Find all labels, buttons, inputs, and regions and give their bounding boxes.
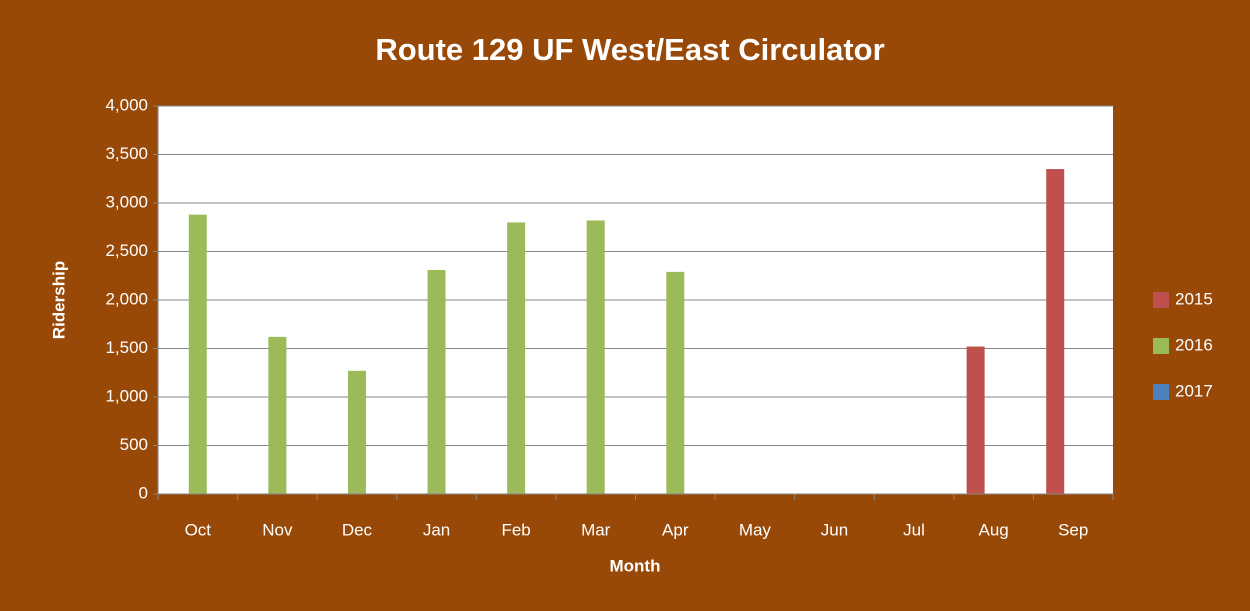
bar: [188, 214, 207, 494]
legend-swatch: [1153, 292, 1169, 308]
legend-label: 2017: [1175, 381, 1213, 400]
x-tick-label: Mar: [581, 520, 611, 539]
y-tick-label: 3,000: [105, 192, 148, 211]
x-tick-label: Jan: [423, 520, 450, 539]
y-tick-label: 4,000: [105, 95, 148, 114]
y-tick-label: 2,000: [105, 289, 148, 308]
legend-label: 2016: [1175, 335, 1213, 354]
legend-swatch: [1153, 384, 1169, 400]
x-tick-label: Sep: [1058, 520, 1088, 539]
y-tick-label: 1,500: [105, 338, 148, 357]
bar: [666, 271, 685, 494]
x-tick-label: Feb: [501, 520, 530, 539]
y-tick-label: 0: [139, 483, 148, 502]
y-tick-label: 1,000: [105, 386, 148, 405]
x-tick-label: Dec: [342, 520, 373, 539]
y-tick-label: 3,500: [105, 144, 148, 163]
chart-title: Route 129 UF West/East Circulator: [375, 32, 884, 67]
bar: [268, 336, 287, 494]
x-tick-label: Jun: [821, 520, 848, 539]
bar: [347, 370, 366, 494]
bar: [427, 269, 446, 494]
bar: [966, 346, 985, 494]
bar: [1046, 169, 1065, 495]
x-tick-label: Apr: [662, 520, 689, 539]
x-tick-label: May: [739, 520, 772, 539]
bar: [507, 222, 526, 494]
y-tick-label: 500: [120, 435, 148, 454]
x-axis-title: Month: [610, 556, 661, 575]
legend-label: 2015: [1175, 289, 1213, 308]
y-axis-title: Ridership: [49, 261, 68, 339]
x-tick-label: Oct: [185, 520, 212, 539]
y-tick-label: 2,500: [105, 241, 148, 260]
x-tick-label: Jul: [903, 520, 925, 539]
x-tick-label: Nov: [262, 520, 293, 539]
x-tick-label: Aug: [979, 520, 1009, 539]
bar: [586, 220, 605, 494]
legend-swatch: [1153, 338, 1169, 354]
